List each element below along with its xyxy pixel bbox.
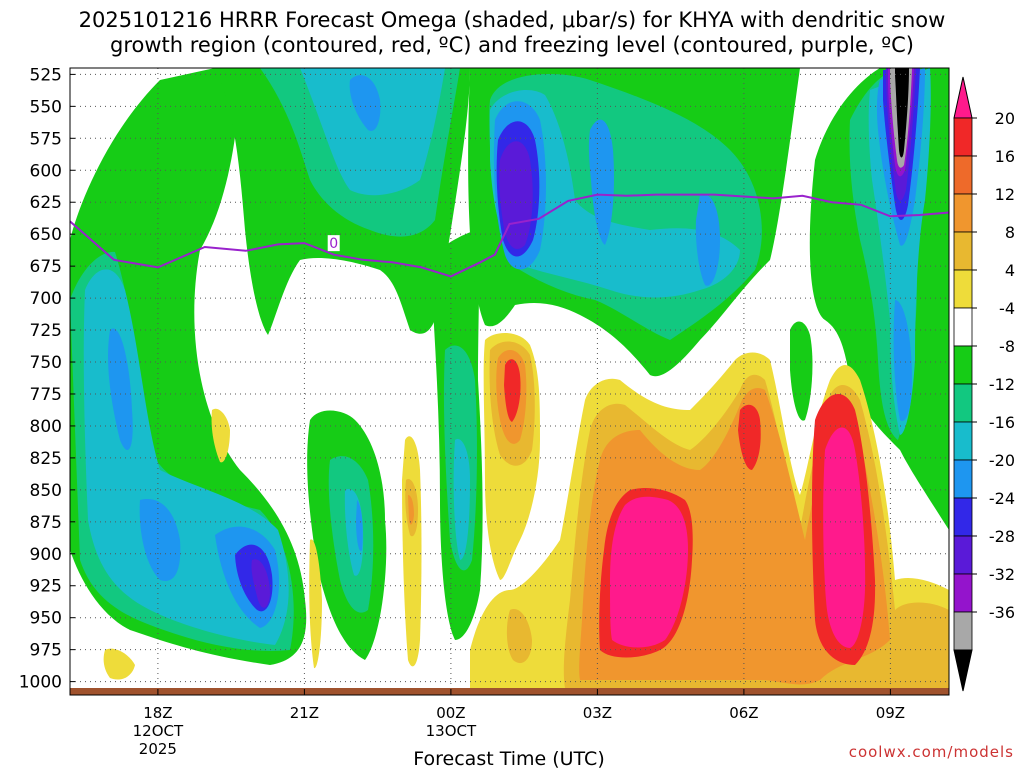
- freezing-level-label: 0: [329, 236, 338, 252]
- y-tick-label: 675: [30, 257, 62, 277]
- x-tick-label: 00Z: [436, 704, 465, 722]
- colorbar-label: 4: [1005, 261, 1015, 280]
- colorbar-swatch: [953, 345, 973, 385]
- colorbar-swatch: [953, 383, 973, 423]
- y-tick-label: 700: [30, 289, 62, 309]
- colorbar-swatch: [953, 269, 973, 309]
- source-credit: coolwx.com/models: [848, 743, 1014, 761]
- colorbar-label: 16: [995, 147, 1015, 166]
- colorbar-swatch: [953, 497, 973, 537]
- colorbar-swatch: [953, 421, 973, 461]
- y-tick-label: 775: [30, 385, 62, 405]
- colorbar-swatch: [953, 459, 973, 499]
- colorbar-label: -24: [989, 489, 1015, 508]
- ground-surface-strip: [70, 688, 949, 695]
- colorbar-label: -12: [989, 375, 1015, 394]
- colorbar-bottom-arrow: [953, 649, 973, 692]
- y-axis: 525 550 575 600 625 650 675 700 725 750 775 800 825 8…: [19, 65, 75, 693]
- x-tick-label: 09Z: [876, 704, 905, 722]
- y-tick-label: 550: [30, 97, 62, 117]
- colorbar-label: 12: [995, 185, 1015, 204]
- colorbar: 20 16 12 8 4 -4 -8 -12 -16 -20 -24 -28 -32 -36: [953, 76, 1015, 692]
- omega-shaded-field: [70, 68, 949, 688]
- y-tick-label: 850: [30, 481, 62, 501]
- y-tick-label: 975: [30, 641, 62, 661]
- colorbar-swatch: [953, 535, 973, 575]
- colorbar-swatch: [953, 193, 973, 233]
- colorbar-label: -4: [999, 299, 1015, 318]
- x-tick-label: 06Z: [729, 704, 758, 722]
- y-tick-label: 725: [30, 321, 62, 341]
- colorbar-label: -16: [989, 413, 1015, 432]
- x-axis-label: Forecast Time (UTC): [413, 748, 604, 768]
- y-tick-label: 875: [30, 513, 62, 533]
- x-tick-date: 13OCT: [426, 722, 477, 740]
- y-tick-label: 750: [30, 353, 62, 373]
- chart-title-line2: growth region (contoured, red, ºC) and f…: [110, 33, 914, 57]
- x-tick-label: 03Z: [583, 704, 612, 722]
- colorbar-label: 20: [995, 109, 1015, 128]
- x-tick-label: 18Z: [143, 704, 172, 722]
- colorbar-label: -36: [989, 603, 1015, 622]
- x-tick-date: 12OCT: [133, 722, 184, 740]
- freezing-level-label-bg: [327, 235, 340, 252]
- colorbar-label: -28: [989, 527, 1015, 546]
- y-tick-label: 600: [30, 161, 62, 181]
- y-tick-label: 650: [30, 225, 62, 245]
- colorbar-top-arrow: [953, 76, 973, 119]
- gridlines: [70, 68, 949, 688]
- y-tick-label: 575: [30, 129, 62, 149]
- x-tick-label: 21Z: [290, 704, 319, 722]
- y-tick-label: 825: [30, 449, 62, 469]
- chart-title-line1: 2025101216 HRRR Forecast Omega (shaded, …: [78, 8, 946, 32]
- y-tick-label: 800: [30, 417, 62, 437]
- y-tick-label: 925: [30, 577, 62, 597]
- colorbar-label: 8: [1005, 223, 1015, 242]
- y-tick-label: 950: [30, 609, 62, 629]
- colorbar-swatch: [953, 573, 973, 613]
- colorbar-swatch: [953, 117, 973, 157]
- colorbar-swatch: [953, 155, 973, 195]
- colorbar-label: -8: [999, 337, 1015, 356]
- colorbar-swatch: [953, 231, 973, 271]
- y-tick-label: 900: [30, 545, 62, 565]
- y-tick-label: 625: [30, 193, 62, 213]
- colorbar-swatch: [953, 307, 973, 347]
- colorbar-swatch: [953, 611, 973, 651]
- y-tick-label: 1000: [19, 673, 62, 693]
- y-tick-label: 525: [30, 65, 62, 85]
- plot-frame: [69, 67, 950, 696]
- colorbar-label: -32: [989, 565, 1015, 584]
- x-tick-year: 2025: [139, 740, 177, 758]
- freezing-level-contour: [69, 193, 950, 278]
- colorbar-label: -20: [989, 451, 1015, 470]
